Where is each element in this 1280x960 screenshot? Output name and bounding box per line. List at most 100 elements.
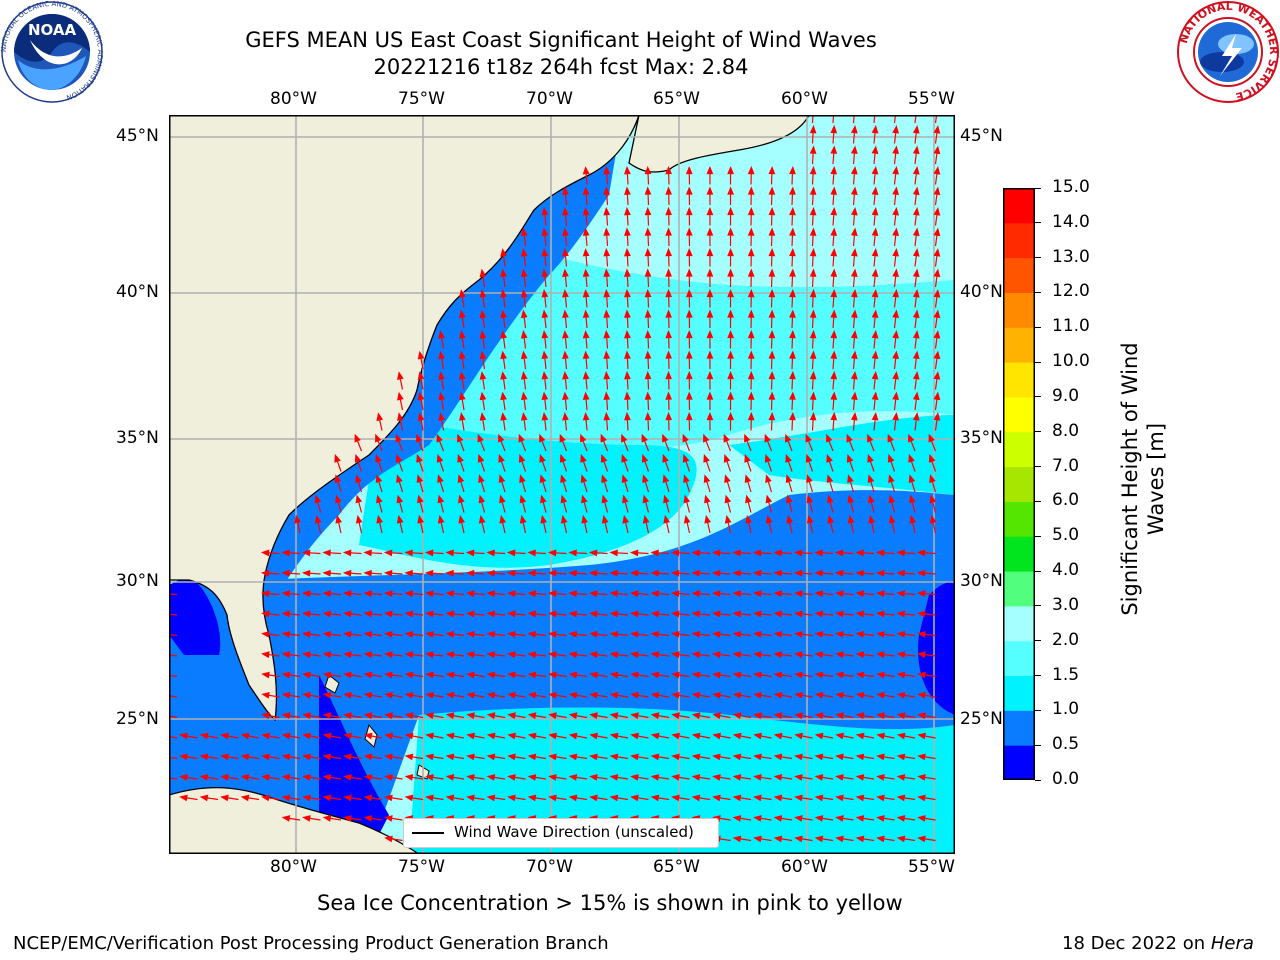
wind-wave-arrow-head bbox=[425, 794, 434, 802]
wind-wave-arrow-head bbox=[794, 732, 803, 740]
colorbar-tick-label: 6.0 bbox=[1052, 490, 1080, 511]
wind-wave-arrow-head bbox=[809, 124, 817, 134]
wind-wave-arrow-head bbox=[835, 671, 844, 679]
wind-wave-arrow-head bbox=[732, 651, 742, 659]
wind-wave-arrow-head bbox=[314, 494, 322, 504]
wind-wave-arrow-head bbox=[671, 712, 680, 720]
wind-wave-arrow-head bbox=[199, 774, 209, 781]
wind-wave-arrow-head bbox=[507, 671, 516, 679]
wind-wave-arrow-head bbox=[896, 753, 906, 761]
wind-wave-arrow-head bbox=[794, 590, 803, 598]
wind-wave-arrow-head bbox=[753, 712, 762, 720]
wind-wave-arrow-head bbox=[560, 514, 568, 524]
wind-wave-arrow-head bbox=[768, 186, 776, 195]
wind-wave-arrow-head bbox=[486, 651, 496, 659]
wind-wave-arrow-head bbox=[479, 371, 487, 380]
colorbar-segment bbox=[1003, 292, 1035, 328]
wind-wave-arrow-head bbox=[343, 815, 352, 822]
colorbar-segment bbox=[1003, 605, 1035, 642]
wind-wave-arrow-head bbox=[466, 692, 475, 699]
wind-wave-arrow-head bbox=[933, 371, 941, 380]
wind-wave-arrow-head bbox=[789, 268, 796, 277]
wind-wave-arrow-head bbox=[809, 247, 817, 257]
wind-wave-arrow-head bbox=[417, 412, 425, 421]
wind-wave-arrow-head bbox=[465, 549, 475, 557]
wind-wave-arrow-head bbox=[343, 651, 352, 659]
wind-wave-arrow-head bbox=[732, 794, 742, 802]
wind-wave-arrow-head bbox=[896, 549, 905, 557]
wind-wave-arrow-head bbox=[794, 712, 803, 720]
wind-wave-arrow-head bbox=[892, 371, 900, 380]
wind-wave-arrow-head bbox=[723, 453, 731, 463]
wind-wave-arrow-head bbox=[683, 514, 691, 524]
wind-wave-arrow-head bbox=[527, 671, 537, 679]
wind-wave-arrow-head bbox=[814, 651, 824, 659]
wind-wave-arrow-head bbox=[768, 165, 776, 175]
wind-wave-arrow-head bbox=[416, 474, 424, 484]
wind-wave-arrow-head bbox=[814, 794, 824, 802]
wind-wave-arrow-head bbox=[724, 474, 731, 484]
wind-wave-arrow-head bbox=[499, 494, 506, 504]
wind-wave-arrow-head bbox=[785, 453, 792, 463]
wind-wave-arrow-head bbox=[499, 514, 507, 524]
wind-wave-arrow-head bbox=[580, 433, 587, 443]
wind-wave-arrow-head bbox=[527, 630, 537, 638]
wave-band-0p0-gulf bbox=[169, 575, 221, 655]
wind-wave-arrow-head bbox=[322, 610, 331, 618]
wind-wave-arrow-head bbox=[281, 569, 290, 577]
wind-wave-arrow-head bbox=[560, 474, 567, 484]
wind-wave-arrow-head bbox=[644, 391, 652, 400]
wind-wave-arrow-head bbox=[917, 732, 926, 740]
wind-wave-arrow-head bbox=[425, 692, 434, 699]
wind-wave-arrow-head bbox=[712, 774, 721, 781]
wind-wave-arrow-head bbox=[933, 145, 941, 155]
wind-wave-arrow-head bbox=[747, 247, 755, 257]
wind-wave-arrow-head bbox=[363, 712, 373, 720]
wind-wave-arrow-head bbox=[745, 514, 753, 524]
wind-wave-arrow-head bbox=[650, 630, 660, 638]
wind-wave-arrow-head bbox=[445, 753, 455, 761]
wind-wave-arrow-head bbox=[630, 692, 639, 699]
wind-wave-arrow-head bbox=[723, 433, 730, 443]
wind-wave-arrow-head bbox=[747, 309, 755, 318]
wind-wave-arrow-head bbox=[747, 329, 755, 339]
wind-wave-arrow-head bbox=[417, 391, 425, 401]
wind-wave-arrow-head bbox=[732, 815, 742, 822]
wind-wave-arrow-head bbox=[376, 494, 383, 504]
wind-wave-arrow-head bbox=[568, 651, 578, 659]
wind-wave-arrow-head bbox=[641, 433, 648, 443]
wind-wave-arrow-head bbox=[363, 794, 373, 802]
wind-wave-arrow-head bbox=[871, 207, 879, 216]
wind-wave-arrow-head bbox=[806, 514, 814, 524]
wind-wave-arrow-head bbox=[753, 630, 762, 638]
wind-wave-arrow-head bbox=[548, 651, 557, 659]
wind-wave-arrow-head bbox=[624, 370, 631, 380]
wind-wave-arrow-head bbox=[712, 590, 721, 598]
wind-wave-arrow-head bbox=[835, 651, 844, 659]
wind-wave-arrow-head bbox=[850, 391, 858, 400]
wind-wave-arrow-head bbox=[630, 610, 639, 618]
wind-wave-arrow-head bbox=[629, 569, 639, 577]
wind-wave-arrow-head bbox=[814, 692, 824, 699]
wind-wave-arrow-head bbox=[179, 753, 188, 761]
wind-wave-arrow-head bbox=[261, 753, 270, 761]
wind-wave-arrow-head bbox=[871, 145, 879, 154]
wind-wave-arrow-head bbox=[589, 692, 598, 699]
wind-wave-arrow-head bbox=[933, 268, 941, 278]
wind-wave-arrow-head bbox=[753, 774, 762, 781]
wind-wave-arrow-head bbox=[917, 835, 926, 843]
wind-wave-arrow-head bbox=[541, 412, 549, 421]
wind-wave-arrow-head bbox=[527, 753, 537, 761]
wind-wave-arrow-head bbox=[814, 815, 824, 822]
wind-wave-arrow-head bbox=[650, 692, 660, 699]
colorbar-tick-label: 0.5 bbox=[1052, 734, 1080, 755]
wind-wave-arrow-head bbox=[375, 474, 383, 484]
wind-wave-arrow-head bbox=[281, 732, 291, 740]
wind-wave-arrow-head bbox=[520, 289, 528, 298]
wind-wave-arrow-head bbox=[261, 610, 270, 618]
wind-wave-arrow-head bbox=[724, 514, 732, 524]
wind-wave-arrow-head bbox=[768, 206, 776, 216]
wind-wave-arrow-head bbox=[548, 794, 557, 802]
wind-wave-arrow-head bbox=[199, 732, 209, 740]
wind-wave-arrow-head bbox=[850, 412, 858, 421]
